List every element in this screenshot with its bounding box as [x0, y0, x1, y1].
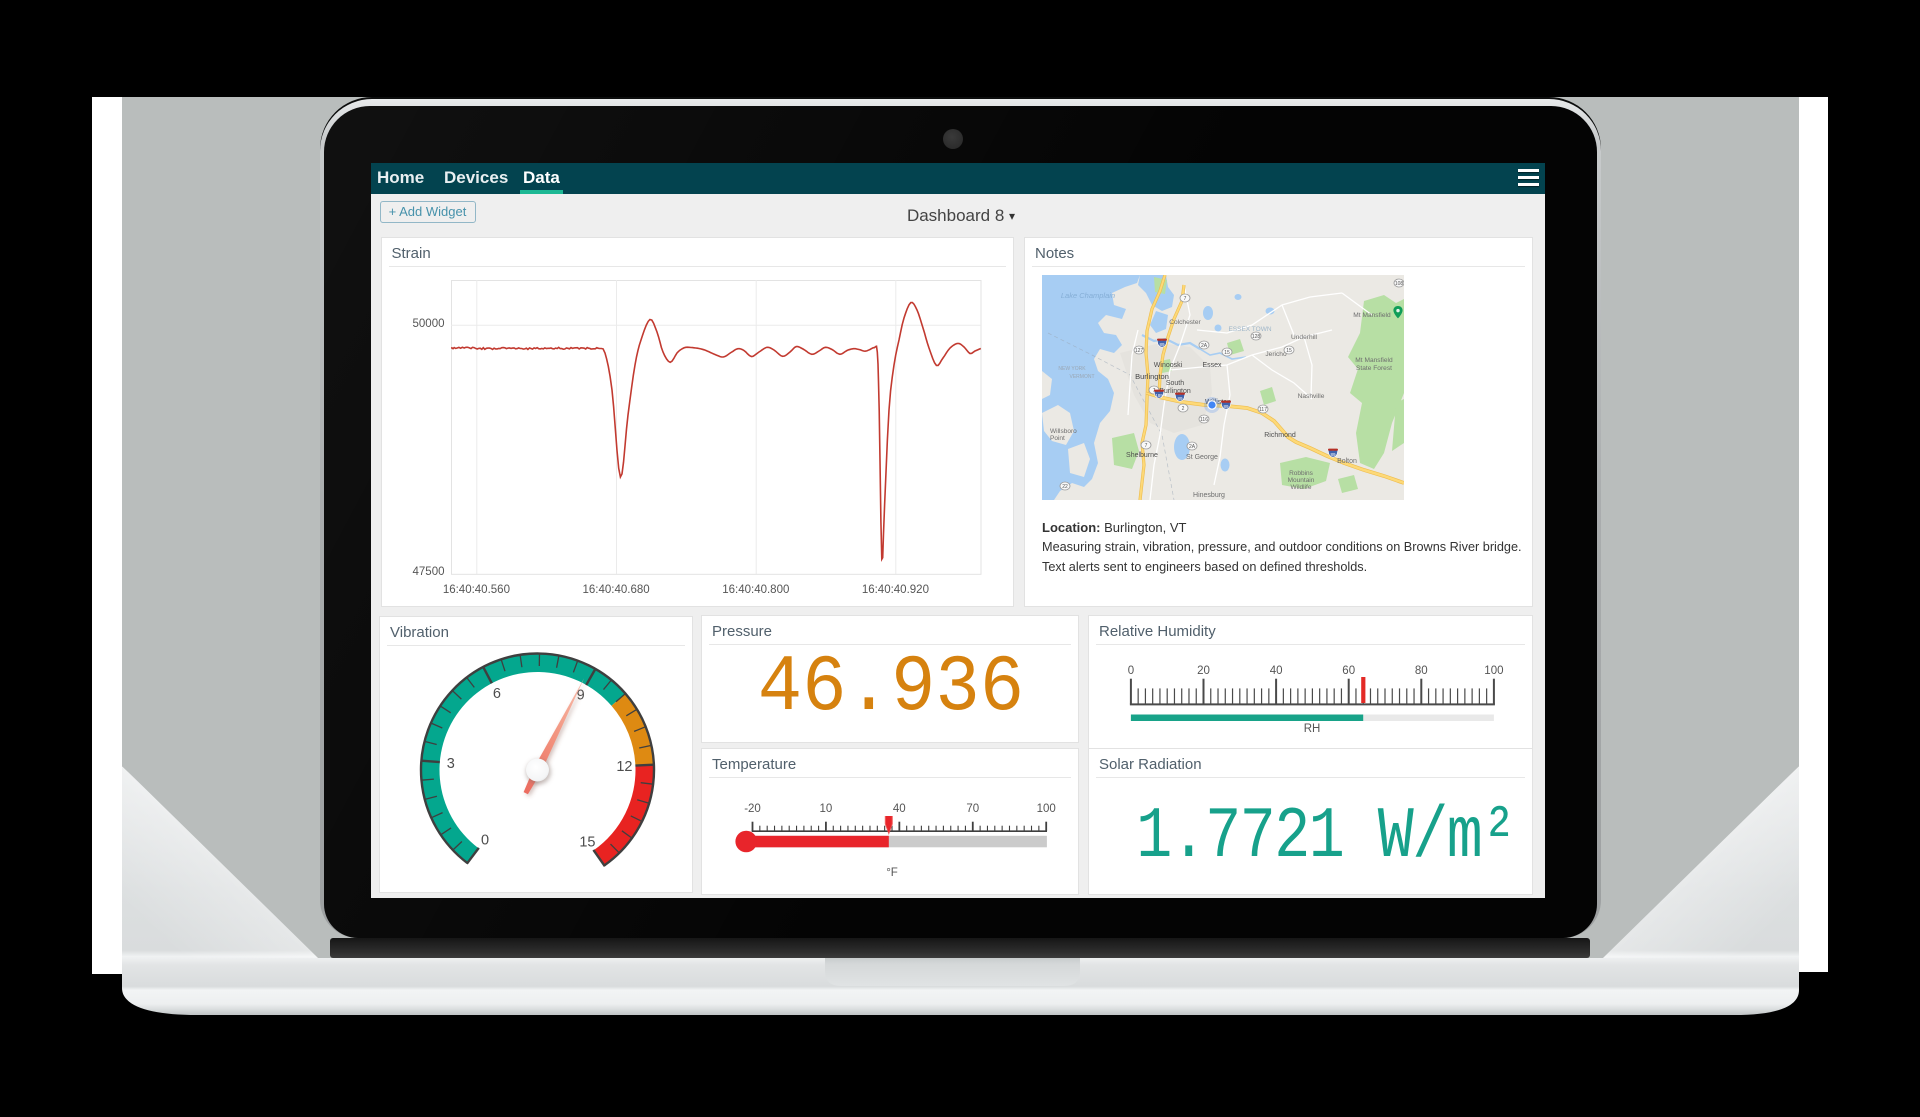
- svg-text:Point: Point: [1050, 435, 1065, 442]
- svg-text:Wildlife: Wildlife: [1291, 484, 1312, 491]
- svg-text:6: 6: [493, 686, 501, 702]
- svg-text:2A: 2A: [1189, 444, 1196, 450]
- svg-text:Robbins: Robbins: [1289, 470, 1314, 477]
- svg-text:ESSEX TOWN: ESSEX TOWN: [1228, 326, 1271, 333]
- svg-text:12: 12: [616, 759, 632, 775]
- svg-text:State Forest: State Forest: [1356, 365, 1392, 372]
- svg-text:Jericho: Jericho: [1265, 351, 1287, 358]
- svg-text:Nashville: Nashville: [1298, 393, 1325, 400]
- svg-text:Essex: Essex: [1202, 362, 1222, 369]
- svg-text:116: 116: [1200, 417, 1208, 423]
- svg-text:89: 89: [1223, 404, 1229, 409]
- svg-text:40: 40: [893, 803, 906, 815]
- svg-text:Mt Mansfield: Mt Mansfield: [1353, 312, 1391, 319]
- svg-text:22: 22: [1062, 484, 1068, 490]
- svg-text:Bolton: Bolton: [1337, 458, 1357, 465]
- svg-text:127: 127: [1135, 348, 1144, 354]
- svg-text:9: 9: [577, 687, 585, 703]
- svg-text:40: 40: [1270, 665, 1283, 677]
- svg-text:117: 117: [1259, 407, 1267, 413]
- svg-text:Winooski: Winooski: [1154, 362, 1183, 369]
- svg-text:100: 100: [1037, 803, 1056, 815]
- svg-text:Hinesburg: Hinesburg: [1193, 492, 1225, 499]
- svg-text:Mt Mansfield: Mt Mansfield: [1355, 357, 1393, 364]
- svg-text:2A: 2A: [1201, 343, 1208, 349]
- svg-text:0: 0: [1128, 665, 1134, 677]
- svg-text:Richmond: Richmond: [1264, 432, 1296, 439]
- svg-text:Williston: Williston: [1205, 399, 1231, 406]
- svg-text:15: 15: [1224, 350, 1230, 356]
- svg-text:80: 80: [1415, 665, 1428, 677]
- svg-text:89: 89: [1330, 452, 1336, 457]
- svg-text:Shelburne: Shelburne: [1126, 452, 1158, 459]
- svg-text:South: South: [1166, 380, 1184, 387]
- svg-text:RH: RH: [1304, 723, 1321, 735]
- svg-text:7: 7: [1145, 443, 1148, 449]
- svg-text:NEW YORK: NEW YORK: [1058, 366, 1086, 372]
- svg-text:Mountain: Mountain: [1288, 477, 1315, 484]
- svg-text:3: 3: [447, 756, 455, 772]
- svg-text:70: 70: [966, 803, 979, 815]
- svg-text:7: 7: [1184, 296, 1187, 302]
- svg-text:189: 189: [1155, 393, 1163, 398]
- svg-text:100: 100: [1484, 665, 1503, 677]
- svg-text:10: 10: [820, 803, 833, 815]
- svg-text:Burlington: Burlington: [1159, 388, 1191, 395]
- svg-text:St George: St George: [1186, 454, 1218, 461]
- svg-text:60: 60: [1342, 665, 1355, 677]
- svg-text:Underhill: Underhill: [1291, 334, 1318, 341]
- svg-text:15: 15: [1286, 348, 1292, 354]
- svg-text:Lake Champlain: Lake Champlain: [1061, 291, 1115, 300]
- svg-text:89: 89: [1159, 342, 1165, 347]
- svg-text:89: 89: [1177, 396, 1183, 401]
- svg-text:20: 20: [1197, 665, 1210, 677]
- svg-text:128: 128: [1252, 334, 1261, 340]
- svg-text:2: 2: [1182, 406, 1185, 412]
- svg-text:Colchester: Colchester: [1169, 319, 1201, 326]
- svg-text:108: 108: [1395, 281, 1404, 287]
- svg-text:0: 0: [481, 832, 489, 848]
- svg-text:Willsboro: Willsboro: [1050, 428, 1077, 435]
- svg-text:°F: °F: [886, 867, 898, 879]
- svg-text:-20: -20: [744, 803, 761, 815]
- svg-text:Burlington: Burlington: [1135, 372, 1169, 381]
- svg-text:VERMONT: VERMONT: [1070, 374, 1095, 380]
- svg-text:15: 15: [579, 834, 595, 850]
